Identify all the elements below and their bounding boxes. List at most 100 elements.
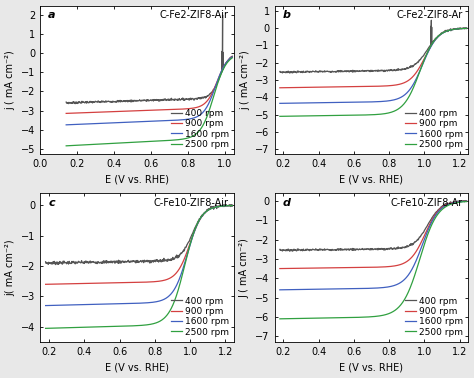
900 rpm	[162, 107, 168, 112]
400 rpm	[430, 214, 436, 218]
1600 rpm	[229, 203, 235, 208]
900 rpm	[459, 26, 465, 31]
900 rpm	[366, 84, 372, 89]
Line: 900 rpm: 900 rpm	[280, 201, 466, 268]
Line: 2500 rpm: 2500 rpm	[280, 201, 466, 319]
400 rpm	[196, 217, 202, 222]
400 rpm	[187, 98, 192, 102]
2500 rpm	[464, 26, 469, 31]
X-axis label: E (V vs. RHE): E (V vs. RHE)	[105, 175, 169, 185]
400 rpm	[464, 26, 469, 30]
1600 rpm	[229, 55, 235, 59]
2500 rpm	[378, 313, 384, 318]
Line: 2500 rpm: 2500 rpm	[280, 28, 466, 116]
2500 rpm	[459, 26, 465, 31]
1600 rpm	[366, 286, 372, 291]
Text: C-Fe2-ZIF8-Air: C-Fe2-ZIF8-Air	[159, 10, 228, 20]
Legend: 400 rpm, 900 rpm, 1600 rpm, 2500 rpm: 400 rpm, 900 rpm, 1600 rpm, 2500 rpm	[170, 108, 229, 150]
1600 rpm	[367, 100, 373, 104]
900 rpm	[378, 265, 384, 269]
Line: 400 rpm: 400 rpm	[280, 20, 466, 73]
400 rpm	[460, 199, 465, 204]
400 rpm	[346, 68, 351, 73]
2500 rpm	[196, 219, 201, 223]
900 rpm	[367, 84, 373, 89]
Text: c: c	[48, 198, 55, 208]
1600 rpm	[144, 301, 149, 305]
900 rpm	[43, 282, 48, 287]
1600 rpm	[378, 285, 384, 290]
2500 rpm	[378, 112, 384, 116]
1600 rpm	[459, 199, 465, 204]
2500 rpm	[367, 314, 373, 319]
1600 rpm	[142, 119, 148, 124]
Line: 900 rpm: 900 rpm	[46, 206, 232, 284]
400 rpm	[144, 258, 150, 262]
900 rpm	[131, 280, 137, 285]
2500 rpm	[430, 220, 436, 225]
Line: 900 rpm: 900 rpm	[66, 57, 232, 113]
900 rpm	[277, 85, 283, 90]
1600 rpm	[143, 119, 149, 124]
X-axis label: E (V vs. RHE): E (V vs. RHE)	[339, 175, 403, 185]
1600 rpm	[64, 122, 69, 127]
1600 rpm	[277, 288, 283, 292]
400 rpm	[463, 198, 468, 203]
Y-axis label: j ( mA cm⁻²): j ( mA cm⁻²)	[6, 50, 16, 110]
400 rpm	[307, 70, 312, 75]
2500 rpm	[143, 139, 149, 144]
1600 rpm	[225, 203, 231, 208]
400 rpm	[310, 69, 316, 74]
400 rpm	[287, 71, 293, 75]
2500 rpm	[225, 203, 231, 208]
400 rpm	[90, 101, 95, 105]
900 rpm	[153, 108, 159, 112]
2500 rpm	[226, 59, 231, 64]
400 rpm	[228, 202, 234, 207]
Legend: 400 rpm, 900 rpm, 1600 rpm, 2500 rpm: 400 rpm, 900 rpm, 1600 rpm, 2500 rpm	[170, 296, 229, 338]
2500 rpm	[366, 314, 372, 319]
Legend: 400 rpm, 900 rpm, 1600 rpm, 2500 rpm: 400 rpm, 900 rpm, 1600 rpm, 2500 rpm	[404, 108, 464, 150]
900 rpm	[277, 266, 283, 271]
900 rpm	[143, 108, 149, 113]
1600 rpm	[430, 41, 436, 45]
Text: C-Fe10-ZIF8-Air: C-Fe10-ZIF8-Air	[153, 198, 228, 208]
900 rpm	[229, 203, 235, 208]
900 rpm	[196, 220, 201, 224]
2500 rpm	[43, 326, 48, 331]
1600 rpm	[226, 58, 231, 62]
900 rpm	[142, 108, 148, 113]
900 rpm	[154, 279, 160, 284]
Text: b: b	[283, 10, 290, 20]
900 rpm	[366, 265, 372, 270]
400 rpm	[277, 247, 283, 252]
2500 rpm	[388, 110, 394, 115]
Line: 1600 rpm: 1600 rpm	[46, 206, 232, 305]
2500 rpm	[464, 199, 469, 204]
900 rpm	[388, 83, 394, 88]
400 rpm	[226, 203, 231, 208]
1600 rpm	[367, 286, 373, 291]
Line: 2500 rpm: 2500 rpm	[66, 58, 232, 146]
400 rpm	[378, 246, 384, 251]
Line: 2500 rpm: 2500 rpm	[46, 206, 232, 328]
900 rpm	[144, 280, 149, 284]
400 rpm	[277, 69, 283, 74]
Text: d: d	[283, 198, 290, 208]
900 rpm	[430, 216, 436, 221]
400 rpm	[53, 262, 59, 267]
400 rpm	[367, 248, 373, 253]
2500 rpm	[133, 324, 138, 328]
Line: 1600 rpm: 1600 rpm	[280, 28, 466, 103]
2500 rpm	[154, 321, 160, 325]
Text: C-Fe10-ZIF8-Ar: C-Fe10-ZIF8-Ar	[390, 198, 463, 208]
1600 rpm	[430, 217, 436, 222]
X-axis label: E (V vs. RHE): E (V vs. RHE)	[105, 363, 169, 372]
400 rpm	[93, 99, 99, 104]
400 rpm	[128, 98, 134, 102]
400 rpm	[350, 68, 356, 73]
1600 rpm	[459, 26, 465, 31]
400 rpm	[43, 259, 48, 264]
2500 rpm	[367, 113, 373, 117]
2500 rpm	[366, 113, 372, 117]
